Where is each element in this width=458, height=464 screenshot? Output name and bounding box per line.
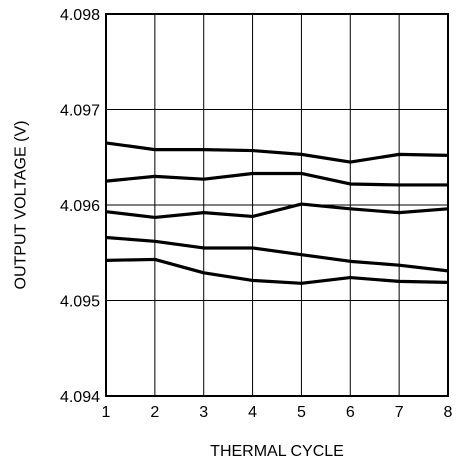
series-lines	[105, 141, 449, 285]
x-tick-label: 7	[395, 404, 404, 421]
x-tick-label: 6	[346, 404, 355, 421]
series-line-3	[105, 202, 449, 220]
y-tick-label: 4.096	[60, 198, 100, 215]
y-axis-title: OUTPUT VOLTAGE (V)	[13, 121, 30, 290]
x-tick-label: 8	[444, 404, 453, 421]
series-line-5	[105, 257, 449, 285]
y-tick-label: 4.094	[60, 389, 100, 406]
x-tick-labels: 1 2 3 4 5 6 7 8	[102, 404, 453, 421]
series-line-1	[105, 141, 449, 164]
x-axis-title: THERMAL CYCLE	[210, 443, 344, 460]
series-line-4	[105, 235, 449, 273]
plot-frame	[105, 13, 449, 397]
grid-lines	[105, 13, 449, 397]
x-tick-label: 1	[102, 404, 111, 421]
x-tick-label: 2	[150, 404, 159, 421]
y-tick-label: 4.095	[60, 294, 100, 311]
x-tick-label: 4	[248, 404, 257, 421]
y-tick-label: 4.097	[60, 103, 100, 120]
x-tick-label: 5	[297, 404, 306, 421]
y-tick-label: 4.098	[60, 7, 100, 24]
x-tick-label: 3	[199, 404, 208, 421]
y-tick-labels: 4.094 4.095 4.096 4.097 4.098	[60, 7, 100, 406]
series-line-2	[105, 171, 448, 187]
